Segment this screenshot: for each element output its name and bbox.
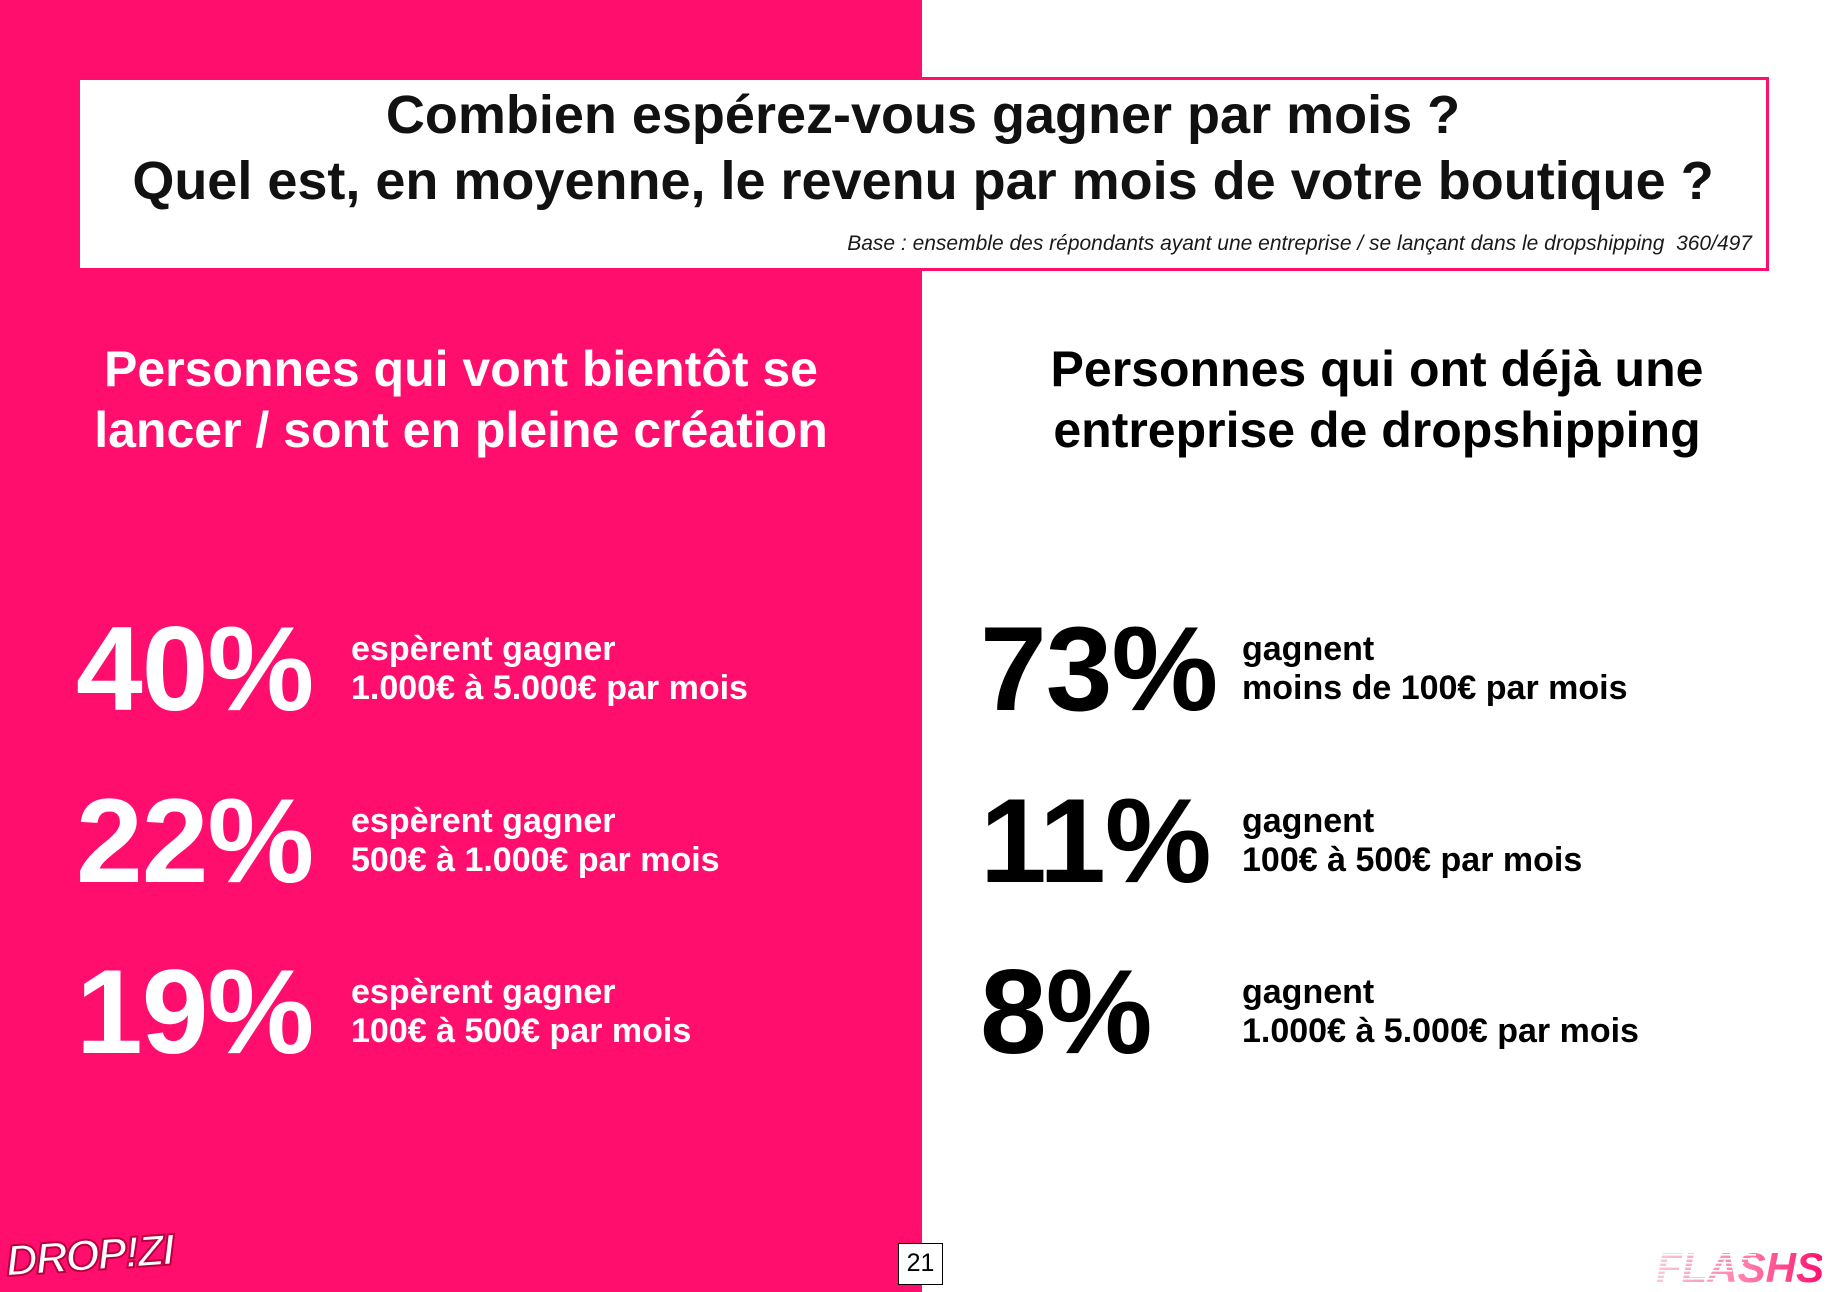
left-heading-line-1: Personnes qui vont bientôt se: [104, 341, 818, 397]
stat-label: espèrent gagner 100€ à 500€ par mois: [351, 973, 691, 1051]
stat-label-line-1: gagnent: [1242, 630, 1375, 668]
right-heading: Personnes qui ont déjà une entreprise de…: [922, 339, 1832, 461]
stat-percent: 22%: [76, 774, 314, 908]
right-stat-row: 8% gagnent 1.000€ à 5.000€ par mois: [980, 952, 1639, 1072]
stat-label-line-1: espèrent gagner: [351, 802, 616, 840]
left-heading: Personnes qui vont bientôt se lancer / s…: [0, 339, 922, 461]
left-heading-line-2: lancer / sont en pleine création: [94, 402, 828, 458]
title-question-2: Quel est, en moyenne, le revenu par mois…: [132, 151, 1714, 211]
stat-percent: 11%: [980, 774, 1212, 908]
stat-label-line-2: 100€ à 500€ par mois: [1242, 841, 1583, 879]
stat-label-line-1: gagnent: [1242, 802, 1375, 840]
dropizi-logo: DROP!ZI: [3, 1224, 175, 1287]
stat-label: gagnent 100€ à 500€ par mois: [1242, 802, 1582, 880]
title-box: Combien espérez-vous gagner par mois ? Q…: [77, 77, 1769, 271]
stat-label: gagnent moins de 100€ par mois: [1242, 630, 1628, 708]
stat-percent: 73%: [980, 602, 1218, 736]
stat-label-line-2: 100€ à 500€ par mois: [351, 1012, 692, 1050]
title-question-1: Combien espérez-vous gagner par mois ?: [385, 85, 1461, 145]
right-heading-line-1: Personnes qui ont déjà une: [1050, 341, 1704, 397]
flashs-speed-lines: [1652, 1250, 1762, 1280]
left-stat-row: 19% espèrent gagner 100€ à 500€ par mois: [76, 952, 691, 1072]
stat-label-line-2: 1.000€ à 5.000€ par mois: [351, 669, 748, 707]
stat-label-line-2: 1.000€ à 5.000€ par mois: [1242, 1012, 1639, 1050]
stat-label: gagnent 1.000€ à 5.000€ par mois: [1242, 973, 1639, 1051]
page-number: 21: [898, 1243, 943, 1285]
flashs-logo: FLASHS: [1652, 1244, 1822, 1290]
right-stat-row: 11% gagnent 100€ à 500€ par mois: [980, 781, 1582, 901]
stat-label-line-1: espèrent gagner: [351, 630, 616, 668]
stat-label: espèrent gagner 1.000€ à 5.000€ par mois: [351, 630, 748, 708]
base-note: Base : ensemble des répondants ayant une…: [847, 232, 1752, 255]
stat-label-line-1: gagnent: [1242, 973, 1375, 1011]
left-stat-row: 22% espèrent gagner 500€ à 1.000€ par mo…: [76, 781, 720, 901]
stat-label-line-2: moins de 100€ par mois: [1242, 669, 1628, 707]
stat-label-line-1: espèrent gagner: [351, 973, 616, 1011]
left-stat-row: 40% espèrent gagner 1.000€ à 5.000€ par …: [76, 609, 748, 729]
stat-percent: 8%: [980, 945, 1152, 1079]
stat-percent: 19%: [76, 945, 314, 1079]
right-heading-line-2: entreprise de dropshipping: [1053, 402, 1701, 458]
stat-percent: 40%: [76, 602, 314, 736]
stat-label: espèrent gagner 500€ à 1.000€ par mois: [351, 802, 720, 880]
right-stat-row: 73% gagnent moins de 100€ par mois: [980, 609, 1628, 729]
stat-label-line-2: 500€ à 1.000€ par mois: [351, 841, 720, 879]
